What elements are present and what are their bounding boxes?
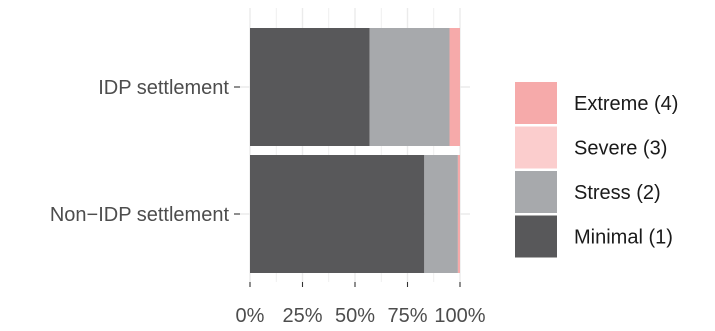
category-label: IDP settlement bbox=[98, 77, 229, 99]
bar-segment-stress-2 bbox=[369, 28, 450, 146]
category-labels: IDP settlement Non−IDP settlement bbox=[50, 77, 240, 226]
x-tick-label: 25% bbox=[282, 305, 322, 326]
bar-segment-extreme-4 bbox=[457, 155, 460, 273]
x-tick-label: 0% bbox=[236, 305, 265, 326]
bar-segment-stress-2 bbox=[424, 155, 458, 273]
bar-segment-minimal-1 bbox=[250, 28, 370, 146]
bar-segment-extreme-4 bbox=[449, 28, 460, 146]
legend-label: Stress (2) bbox=[574, 182, 661, 204]
legend-key bbox=[515, 171, 557, 213]
legend-label: Extreme (4) bbox=[574, 93, 678, 115]
legend-key bbox=[515, 215, 557, 258]
legend-label: Minimal (1) bbox=[574, 227, 673, 249]
x-tick-label: 75% bbox=[387, 305, 427, 326]
legend-key bbox=[515, 126, 557, 169]
category-label: Non−IDP settlement bbox=[50, 204, 230, 226]
legend-label: Severe (3) bbox=[574, 138, 667, 160]
bar-segment-minimal-1 bbox=[250, 155, 425, 273]
bars bbox=[250, 28, 460, 273]
x-tick-label: 50% bbox=[335, 305, 375, 326]
x-axis-ticks: 0% 25% 50% 75% 100% bbox=[236, 282, 486, 327]
legend: Extreme (4) Severe (3) Stress (2) Minimal (… bbox=[515, 82, 678, 258]
x-tick-label: 100% bbox=[434, 305, 485, 326]
legend-key bbox=[515, 82, 557, 124]
